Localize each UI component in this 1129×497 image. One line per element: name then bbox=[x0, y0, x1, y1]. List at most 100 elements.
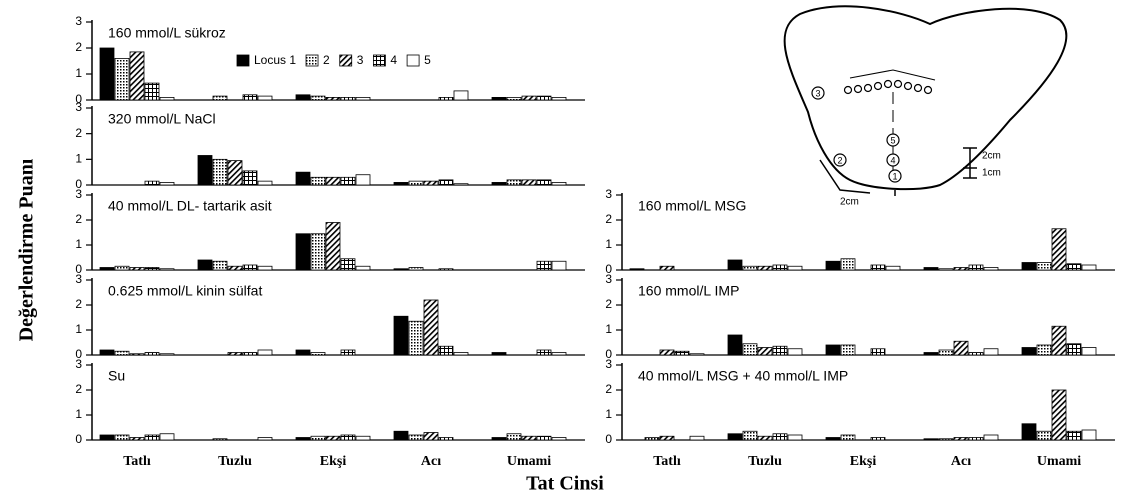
y-tick-label: 3 bbox=[75, 100, 82, 114]
bar bbox=[984, 349, 998, 355]
bar bbox=[439, 438, 453, 441]
bar bbox=[645, 438, 659, 441]
bar bbox=[454, 91, 468, 100]
x-tick-label: Acı bbox=[421, 454, 441, 469]
bar bbox=[522, 180, 536, 185]
tongue-outline bbox=[785, 6, 1067, 189]
bar bbox=[773, 434, 787, 440]
bar bbox=[213, 261, 227, 270]
bar bbox=[326, 97, 340, 100]
bar bbox=[552, 97, 566, 100]
bar bbox=[1037, 263, 1051, 271]
bar bbox=[743, 344, 757, 355]
bar bbox=[243, 95, 257, 100]
legend-swatch bbox=[407, 55, 419, 66]
y-tick-label: 1 bbox=[605, 322, 612, 336]
y-tick-label: 1 bbox=[605, 237, 612, 251]
bar bbox=[969, 438, 983, 441]
bar bbox=[1067, 264, 1081, 270]
x-tick-label: Tatlı bbox=[123, 454, 151, 469]
legend-label: 5 bbox=[424, 53, 431, 67]
x-axis-title: Tat Cinsi bbox=[526, 473, 604, 495]
bar bbox=[341, 177, 355, 185]
bar bbox=[213, 439, 227, 440]
figure: Değerlendirme Puanı Tat Cinsi 123452cm1c… bbox=[0, 0, 1129, 497]
bar bbox=[690, 354, 704, 355]
bar bbox=[537, 96, 551, 100]
bar bbox=[675, 351, 689, 355]
legend-swatch bbox=[237, 55, 249, 66]
bar bbox=[1082, 348, 1096, 356]
x-tick-label: Ekşi bbox=[320, 454, 347, 469]
bar bbox=[356, 97, 370, 100]
bar bbox=[160, 269, 174, 270]
legend-swatch bbox=[306, 55, 318, 66]
y-tick-label: 2 bbox=[605, 382, 612, 396]
y-tick-label: 2 bbox=[605, 212, 612, 226]
bar bbox=[826, 345, 840, 355]
bar bbox=[788, 435, 802, 440]
bar bbox=[394, 431, 408, 440]
bar bbox=[660, 266, 674, 270]
bar bbox=[296, 350, 310, 355]
panel-title: 40 mmol/L DL- tartarik asit bbox=[108, 198, 272, 214]
y-tick-label: 3 bbox=[605, 272, 612, 286]
bar bbox=[243, 265, 257, 270]
bar bbox=[939, 269, 953, 270]
bar bbox=[439, 180, 453, 185]
bar bbox=[356, 266, 370, 270]
x-tick-label: Umami bbox=[507, 454, 551, 469]
bar bbox=[1022, 424, 1036, 440]
y-tick-label: 3 bbox=[75, 272, 82, 286]
bar bbox=[130, 52, 144, 100]
bar bbox=[213, 96, 227, 100]
bar bbox=[258, 350, 272, 355]
bar bbox=[198, 155, 212, 185]
scale-label: 2cm bbox=[840, 197, 859, 208]
bar bbox=[100, 350, 114, 355]
legend-swatch bbox=[340, 55, 352, 66]
bar bbox=[394, 316, 408, 355]
bar bbox=[552, 438, 566, 441]
bar bbox=[1082, 430, 1096, 440]
panel-title: 160 mmol/L MSG bbox=[638, 198, 746, 214]
bar bbox=[841, 259, 855, 270]
y-tick-label: 0 bbox=[605, 432, 612, 446]
bar bbox=[984, 268, 998, 271]
panel-title: 160 mmol/L IMP bbox=[638, 283, 739, 299]
bar bbox=[439, 269, 453, 270]
legend-label: 2 bbox=[323, 53, 330, 67]
bar bbox=[258, 266, 272, 270]
bar bbox=[871, 438, 885, 441]
locus-number: 2 bbox=[837, 155, 842, 165]
y-tick-label: 3 bbox=[605, 187, 612, 201]
bar bbox=[160, 354, 174, 355]
bar bbox=[258, 438, 272, 441]
bar bbox=[145, 435, 159, 440]
y-axis-title: Değerlendirme Puanı bbox=[16, 158, 38, 341]
bar bbox=[871, 265, 885, 270]
bar bbox=[537, 261, 551, 270]
x-tick-label: Umami bbox=[1037, 454, 1081, 469]
bar bbox=[341, 350, 355, 355]
bar bbox=[356, 436, 370, 440]
bar bbox=[552, 182, 566, 185]
bar bbox=[924, 353, 938, 356]
bar bbox=[954, 268, 968, 271]
legend-label: Locus 1 bbox=[254, 53, 296, 67]
y-tick-label: 2 bbox=[75, 40, 82, 54]
bar bbox=[213, 159, 227, 185]
y-tick-label: 3 bbox=[75, 187, 82, 201]
bar bbox=[537, 350, 551, 355]
bar bbox=[924, 268, 938, 271]
scale-label: 2cm bbox=[982, 151, 1001, 162]
bar bbox=[984, 435, 998, 440]
bar bbox=[130, 354, 144, 355]
bar bbox=[788, 349, 802, 355]
bar bbox=[100, 48, 114, 100]
bar bbox=[1067, 431, 1081, 440]
panel-title: 320 mmol/L NaCl bbox=[108, 111, 216, 127]
bar bbox=[311, 234, 325, 270]
bar bbox=[924, 439, 938, 440]
bar bbox=[341, 97, 355, 100]
